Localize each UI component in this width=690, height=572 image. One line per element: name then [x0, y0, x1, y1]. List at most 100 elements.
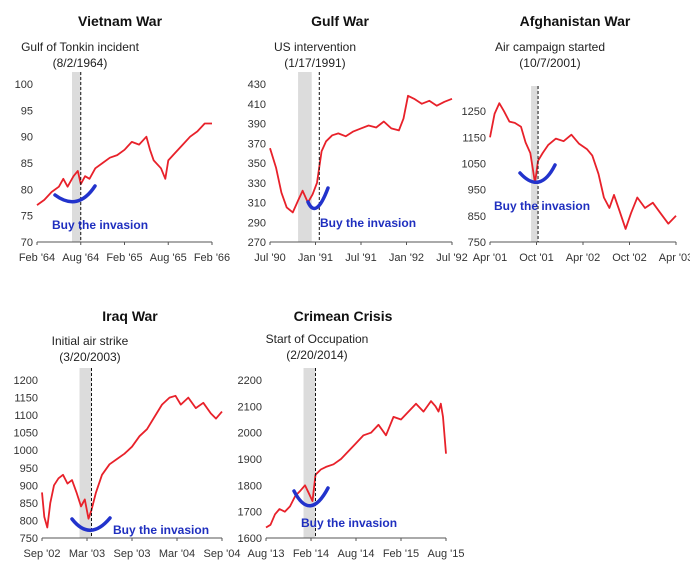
y-tick-label: 1700: [238, 507, 262, 519]
buy-dip-curve: [70, 516, 112, 532]
x-tick-label: Aug '14: [338, 548, 375, 560]
price-series-line: [41, 394, 223, 529]
chart-title: Vietnam War: [78, 13, 163, 29]
event-date: (10/7/2001): [519, 56, 580, 70]
x-tick-label: Sep '02: [24, 548, 61, 560]
y-tick-label: 1250: [462, 106, 486, 118]
x-tick-label: Jan '92: [389, 252, 424, 264]
y-tick-label: 850: [20, 498, 38, 510]
buy-the-invasion-label: Buy the invasion: [113, 523, 209, 537]
event-date: (3/20/2003): [59, 350, 120, 364]
event-annotation: Initial air strike: [52, 334, 129, 348]
y-tick-label: 290: [248, 217, 266, 229]
y-tick-label: 1200: [14, 375, 38, 387]
x-tick-label: Feb '66: [194, 252, 230, 264]
y-tick-label: 2200: [238, 375, 262, 387]
y-tick-label: 800: [20, 515, 38, 527]
buy-dip-curve: [306, 186, 330, 211]
event-annotation: Start of Occupation: [266, 332, 369, 346]
y-tick-label: 1050: [14, 428, 38, 440]
event-date: (2/20/2014): [286, 348, 347, 362]
price-series-line: [489, 102, 677, 230]
x-tick-label: Mar '04: [159, 548, 195, 560]
y-tick-label: 350: [248, 158, 266, 170]
buy-the-invasion-label: Buy the invasion: [301, 516, 397, 530]
buy-dip-curve: [292, 486, 330, 508]
y-tick-label: 750: [468, 237, 486, 249]
shaded-window: [79, 368, 92, 538]
y-tick-label: 1800: [238, 480, 262, 492]
y-tick-label: 90: [21, 132, 33, 144]
shaded-window: [298, 72, 312, 242]
x-tick-label: Aug '13: [248, 548, 285, 560]
chart-panel-3: Afghanistan War Air campaign started (10/7…: [462, 13, 690, 264]
chart-title: Crimean Crisis: [294, 308, 393, 324]
price-series-line: [36, 122, 212, 206]
shaded-window: [72, 72, 81, 242]
chart-panel-5: Crimean Crisis Start of Occupation (2/20/2…: [238, 308, 465, 560]
x-tick-label: Oct '01: [519, 252, 554, 264]
y-tick-label: 850: [468, 211, 486, 223]
buy-dip-curve: [518, 163, 557, 184]
price-series-line: [269, 94, 453, 214]
event-annotation: US intervention: [274, 40, 356, 54]
shaded-window: [531, 86, 539, 242]
x-tick-label: Mar '03: [69, 548, 105, 560]
x-tick-label: Jan '91: [298, 252, 333, 264]
event-date: (8/2/1964): [53, 56, 108, 70]
y-tick-label: 330: [248, 178, 266, 190]
x-tick-label: Feb '15: [383, 548, 419, 560]
x-tick-label: Feb '14: [293, 548, 329, 560]
y-tick-label: 950: [20, 463, 38, 475]
y-tick-label: 750: [20, 533, 38, 545]
chart-panel-1: Vietnam War Gulf of Tonkin incident (8/2/1…: [15, 13, 231, 264]
y-tick-label: 80: [21, 184, 33, 196]
x-tick-label: Sep '03: [114, 548, 151, 560]
x-tick-label: Apr '01: [473, 252, 508, 264]
y-tick-label: 1100: [14, 410, 38, 422]
y-tick-label: 100: [15, 79, 33, 91]
y-tick-label: 370: [248, 138, 266, 150]
buy-the-invasion-label: Buy the invasion: [494, 199, 590, 213]
x-tick-label: Jul '91: [345, 252, 376, 264]
x-tick-label: Apr '03: [659, 252, 690, 264]
y-tick-label: 1000: [14, 445, 38, 457]
y-tick-label: 1150: [462, 132, 486, 144]
x-tick-label: Aug '64: [62, 252, 99, 264]
y-tick-label: 310: [248, 198, 266, 210]
chart-panel-2: Gulf War US intervention (1/17/1991) 270 290…: [248, 13, 468, 264]
y-tick-label: 270: [248, 237, 266, 249]
y-tick-label: 85: [21, 158, 33, 170]
price-series-line: [265, 400, 447, 529]
shaded-window: [303, 368, 316, 538]
event-annotation: Air campaign started: [495, 40, 605, 54]
x-tick-label: Aug '65: [150, 252, 187, 264]
y-tick-label: 950: [468, 185, 486, 197]
buy-dip-curve: [53, 184, 97, 204]
y-tick-label: 900: [20, 480, 38, 492]
chart-title: Gulf War: [311, 13, 369, 29]
y-tick-label: 70: [21, 237, 33, 249]
x-tick-label: Feb '65: [106, 252, 142, 264]
event-annotation: Gulf of Tonkin incident: [21, 40, 140, 54]
buy-the-invasion-label: Buy the invasion: [320, 216, 416, 230]
x-tick-label: Jul '92: [436, 252, 467, 264]
x-tick-label: Feb '64: [19, 252, 55, 264]
x-tick-label: Apr '02: [566, 252, 601, 264]
y-tick-label: 1600: [238, 533, 262, 545]
event-date: (1/17/1991): [284, 56, 345, 70]
y-tick-label: 95: [21, 105, 33, 117]
x-tick-label: Sep '04: [204, 548, 241, 560]
chart-title: Iraq War: [102, 308, 158, 324]
y-tick-label: 430: [248, 79, 266, 91]
x-tick-label: Oct '02: [612, 252, 647, 264]
y-tick-label: 2100: [238, 401, 262, 413]
chart-title: Afghanistan War: [520, 13, 631, 29]
y-tick-label: 410: [248, 99, 266, 111]
chart-panel-4: Iraq War Initial air strike (3/20/2003) 750…: [14, 308, 241, 560]
buy-the-invasion-label: Buy the invasion: [52, 218, 148, 232]
x-tick-label: Aug '15: [428, 548, 465, 560]
y-tick-label: 2000: [238, 428, 262, 440]
y-tick-label: 1900: [238, 454, 262, 466]
